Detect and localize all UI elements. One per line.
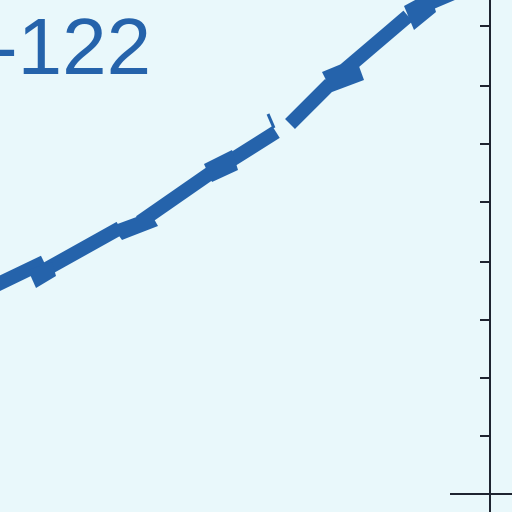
figure-label: V-122 <box>0 2 151 91</box>
step-block-4 <box>322 58 364 92</box>
step-block-5 <box>404 0 436 30</box>
right-axis <box>450 0 512 512</box>
step-block-2 <box>112 212 158 240</box>
line-segment-5 <box>285 79 335 129</box>
line-notch <box>266 113 276 129</box>
step-block-1 <box>28 262 56 288</box>
data-line <box>0 0 455 291</box>
line-segment-3 <box>136 166 216 228</box>
line-segment-1 <box>0 255 48 291</box>
step-block-3 <box>204 150 238 182</box>
